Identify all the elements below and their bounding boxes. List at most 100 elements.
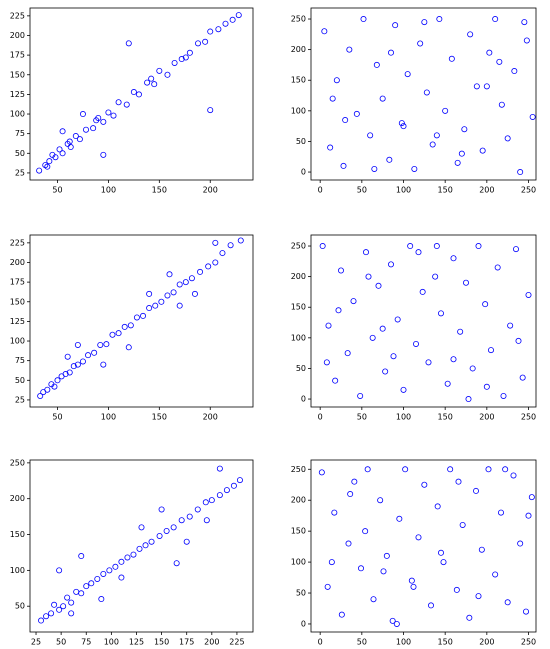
scatter-point bbox=[448, 55, 455, 62]
scatter-point bbox=[130, 89, 137, 96]
scatter-point bbox=[379, 95, 386, 102]
scatter-point bbox=[208, 497, 215, 504]
x-tick-label: 50 bbox=[52, 413, 62, 422]
scatter-point bbox=[500, 392, 507, 399]
scatter-point bbox=[37, 393, 44, 400]
scatter-point bbox=[386, 156, 393, 163]
scatter-point bbox=[521, 19, 528, 26]
scatter-point bbox=[332, 377, 339, 384]
y-tick-label: 175 bbox=[10, 51, 25, 60]
scatter-point bbox=[127, 322, 134, 329]
scatter-point bbox=[502, 466, 509, 473]
scatter-point bbox=[519, 374, 526, 381]
y-tick-label: 150 bbox=[291, 76, 306, 85]
scatter-point bbox=[498, 101, 505, 108]
scatter-point bbox=[494, 264, 501, 271]
scatter-point bbox=[466, 614, 473, 621]
scatter-point bbox=[56, 606, 63, 613]
scatter-point bbox=[375, 282, 382, 289]
scatter-point bbox=[202, 38, 209, 45]
scatter-point bbox=[173, 560, 180, 567]
scatter-point bbox=[136, 545, 143, 552]
scatter-point bbox=[100, 570, 107, 577]
y-tick-label: 100 bbox=[10, 566, 25, 575]
scatter-point bbox=[453, 586, 460, 593]
scatter-point bbox=[377, 497, 384, 504]
scatter-point bbox=[444, 380, 451, 387]
scatter-point bbox=[98, 596, 105, 603]
x-tick-label: 0 bbox=[318, 413, 323, 422]
scatter-point bbox=[427, 602, 434, 609]
scatter-point bbox=[144, 79, 151, 86]
scatter-point bbox=[442, 107, 449, 114]
scatter-point bbox=[373, 61, 380, 68]
scatter-point bbox=[170, 524, 177, 531]
scatter-point bbox=[437, 549, 444, 556]
scatter-point bbox=[467, 31, 474, 38]
scatter-point bbox=[66, 138, 73, 145]
scatter-point bbox=[115, 330, 122, 337]
scatter-point bbox=[370, 596, 377, 603]
axes-frame bbox=[310, 7, 537, 181]
scatter-point bbox=[450, 356, 457, 363]
axes-frame bbox=[310, 459, 537, 633]
scatter-point bbox=[194, 506, 201, 513]
scatter-point bbox=[105, 109, 112, 116]
x-tick-label: 150 bbox=[438, 413, 453, 422]
scatter-point bbox=[371, 165, 378, 172]
scatter-point bbox=[133, 314, 140, 321]
scatter-point bbox=[223, 487, 230, 494]
scatter-point bbox=[362, 528, 369, 535]
x-tick-label: 0 bbox=[318, 638, 323, 647]
scatter-point bbox=[393, 620, 400, 627]
scatter-point bbox=[171, 59, 178, 66]
scatter-point bbox=[525, 291, 532, 298]
y-tick-label: 50 bbox=[15, 602, 25, 611]
y-tick-label: 100 bbox=[291, 558, 306, 567]
scatter-point bbox=[106, 567, 113, 574]
scatter-point bbox=[492, 571, 499, 578]
scatter-point bbox=[504, 599, 511, 606]
scatter-point bbox=[433, 243, 440, 250]
scatter-point bbox=[229, 16, 236, 23]
scatter-point bbox=[394, 316, 401, 323]
scatter-point bbox=[346, 46, 353, 53]
scatter-point bbox=[417, 40, 424, 47]
scatter-point bbox=[203, 517, 210, 524]
axes-frame bbox=[310, 234, 537, 408]
scatter-point bbox=[367, 132, 374, 139]
x-tick-label: 175 bbox=[179, 638, 194, 647]
scatter-point bbox=[216, 492, 223, 499]
x-tick-label: 50 bbox=[357, 638, 367, 647]
y-tick-label: 100 bbox=[291, 106, 306, 115]
scatter-point bbox=[319, 243, 326, 250]
x-tick-label: 50 bbox=[56, 638, 66, 647]
scatter-point bbox=[380, 568, 387, 575]
y-tick-label: 250 bbox=[291, 15, 306, 24]
y-tick-label: 200 bbox=[291, 272, 306, 281]
scatter-point bbox=[182, 279, 189, 286]
scatter-point bbox=[390, 353, 397, 360]
scatter-point bbox=[362, 249, 369, 256]
x-tick-label: 100 bbox=[396, 186, 411, 195]
scatter-point bbox=[353, 110, 360, 117]
scatter-point bbox=[118, 558, 125, 565]
scatter-point bbox=[347, 491, 354, 498]
x-tick-label: 100 bbox=[101, 186, 116, 195]
scatter-point bbox=[59, 150, 66, 157]
scatter-point bbox=[170, 289, 177, 296]
y-tick-label: 100 bbox=[10, 110, 25, 119]
axes-frame bbox=[29, 234, 254, 408]
scatter-point bbox=[389, 617, 396, 624]
scatter-point bbox=[237, 237, 244, 244]
y-tick-label: 0 bbox=[301, 395, 306, 404]
scatter-point bbox=[76, 136, 83, 143]
scatter-point bbox=[486, 49, 493, 56]
scatter-point bbox=[454, 159, 461, 166]
scatter-point bbox=[48, 610, 55, 617]
scatter-point bbox=[100, 118, 107, 125]
scatter-point bbox=[469, 365, 476, 372]
scatter-point bbox=[94, 575, 101, 582]
y-tick-label: 150 bbox=[291, 527, 306, 536]
y-tick-label: 25 bbox=[15, 168, 25, 177]
